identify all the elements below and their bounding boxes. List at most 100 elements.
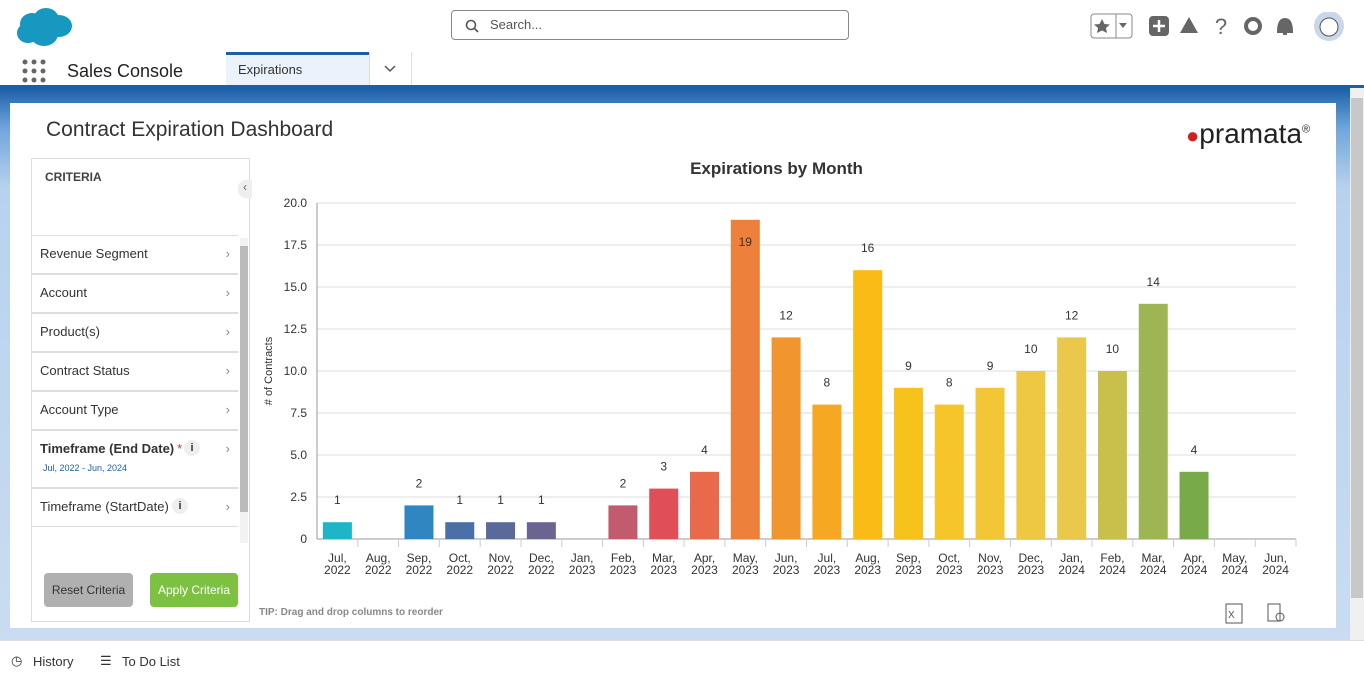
- criteria-heading: CRITERIA: [45, 170, 102, 184]
- y-tick-label: 10.0: [284, 364, 308, 378]
- bar: [486, 522, 516, 539]
- criteria-item[interactable]: Revenue Segment ›: [32, 235, 238, 274]
- x-tick-label: Oct, 2023: [936, 551, 963, 577]
- bar: [934, 404, 964, 539]
- data-label: 10: [1106, 342, 1120, 356]
- header-icons[interactable]: ?: [1090, 12, 1350, 44]
- apply-button[interactable]: Apply Criteria: [150, 573, 238, 607]
- bar: [1097, 371, 1127, 539]
- export-icons[interactable]: X: [1220, 601, 1290, 625]
- y-tick-label: 15.0: [284, 280, 308, 294]
- collapse-button[interactable]: ‹: [238, 180, 252, 198]
- x-tick-label: Dec, 2023: [1018, 551, 1045, 577]
- criteria-label: Timeframe (End Date): [40, 441, 175, 456]
- data-label: 3: [660, 460, 667, 474]
- info-icon[interactable]: i: [172, 498, 188, 514]
- bar: [812, 404, 842, 539]
- svg-text:?: ?: [1215, 14, 1227, 39]
- data-label: 9: [987, 359, 994, 373]
- x-tick-label: Feb, 2024: [1099, 551, 1126, 577]
- bar: [1138, 303, 1168, 539]
- chart-title: Expirations by Month: [690, 159, 863, 178]
- bar: [1057, 337, 1087, 539]
- criteria-item[interactable]: Product(s) ›: [32, 313, 238, 352]
- scroll-thumb[interactable]: [240, 246, 248, 512]
- y-tick-label: 0: [300, 532, 307, 546]
- data-label: 12: [779, 308, 793, 322]
- x-tick-label: Mar, 2023: [650, 551, 677, 577]
- x-tick-label: Aug, 2022: [365, 551, 392, 577]
- page-scroll-thumb[interactable]: [1351, 98, 1363, 598]
- x-tick-label: Mar, 2024: [1140, 551, 1167, 577]
- app-launcher[interactable]: [22, 59, 46, 83]
- salesforce-logo[interactable]: [14, 6, 74, 48]
- y-tick-label: 7.5: [290, 406, 307, 420]
- utility-bar: ◷ History ☰ To Do List: [0, 640, 1364, 681]
- criteria-item[interactable]: Account Type ›: [32, 391, 238, 430]
- scrollbar: [240, 238, 248, 543]
- logo-mark: ®: [1302, 123, 1311, 136]
- bar: [649, 488, 679, 539]
- history[interactable]: History: [33, 654, 74, 669]
- chevron: ›: [225, 285, 230, 300]
- info-icon[interactable]: i: [184, 440, 200, 456]
- app-name: Sales Console: [67, 61, 184, 81]
- data-label: 4: [701, 443, 708, 457]
- x-tick-label: Jul, 2023: [814, 551, 841, 577]
- data-label: 8: [824, 376, 831, 390]
- bar: [608, 505, 638, 539]
- data-label: 1: [334, 493, 341, 507]
- tab[interactable]: Expirations: [226, 52, 369, 85]
- search-icon: [465, 19, 479, 33]
- logo-name: pramata: [1199, 118, 1303, 149]
- bar: [975, 387, 1005, 539]
- chevron: ›: [225, 441, 230, 456]
- chevron: ›: [225, 324, 230, 339]
- chevron: ›: [225, 363, 230, 378]
- todo[interactable]: To Do List: [122, 654, 180, 669]
- app-nav: Sales Console Expirations: [0, 52, 1364, 88]
- todo-icon: ☰: [100, 653, 112, 668]
- criteria-item[interactable]: Contract Status ›: [32, 352, 238, 391]
- required-mark: *: [177, 441, 183, 456]
- data-label: 1: [538, 493, 545, 507]
- x-tick-label: Jan, 2024: [1058, 551, 1085, 577]
- y-axis-label: # of Contracts: [263, 336, 275, 405]
- x-tick-label: Oct, 2022: [446, 551, 473, 577]
- data-label: 9: [905, 359, 912, 373]
- bar: [1179, 471, 1209, 539]
- criteria-item[interactable]: Timeframe (End Date) * Jul, 2022 - Jun, 20…: [32, 430, 238, 488]
- search-box[interactable]: Search...: [451, 10, 849, 40]
- bar: [730, 219, 760, 540]
- x-tick-label: Jul, 2022: [324, 551, 351, 577]
- data-label: 1: [497, 493, 504, 507]
- x-tick-label: Apr, 2024: [1181, 551, 1208, 577]
- bar: [893, 387, 923, 539]
- criteria-item[interactable]: Account ›: [32, 274, 238, 313]
- data-label: 12: [1065, 308, 1079, 322]
- svg-text:X: X: [1228, 610, 1235, 621]
- x-tick-label: Jun, 2024: [1262, 551, 1289, 577]
- search-placeholder: Search...: [490, 17, 543, 32]
- reset-button[interactable]: Reset Criteria: [44, 573, 133, 607]
- criteria-item[interactable]: Timeframe (StartDate) i ›: [32, 488, 238, 527]
- bar: [445, 522, 475, 539]
- logo-dot: ●: [1186, 123, 1200, 148]
- criteria-label: Product(s): [40, 324, 100, 339]
- criteria-label: Contract Status: [40, 363, 130, 378]
- x-tick-label: May, 2024: [1221, 551, 1248, 577]
- x-tick-label: Jun, 2023: [773, 551, 800, 577]
- bar: [1016, 371, 1046, 539]
- x-tick-label: Sep, 2022: [406, 551, 433, 577]
- x-tick-label: Apr, 2023: [691, 551, 718, 577]
- chevron: ›: [225, 402, 230, 417]
- criteria-label: Account: [40, 285, 87, 300]
- history-icon: ◷: [11, 653, 23, 668]
- y-tick-label: 5.0: [290, 448, 307, 462]
- criteria-label: Revenue Segment: [40, 246, 148, 261]
- page-scrollbar: [1350, 88, 1364, 640]
- y-tick-label: 20.0: [284, 196, 308, 210]
- tab-menu[interactable]: [369, 52, 412, 85]
